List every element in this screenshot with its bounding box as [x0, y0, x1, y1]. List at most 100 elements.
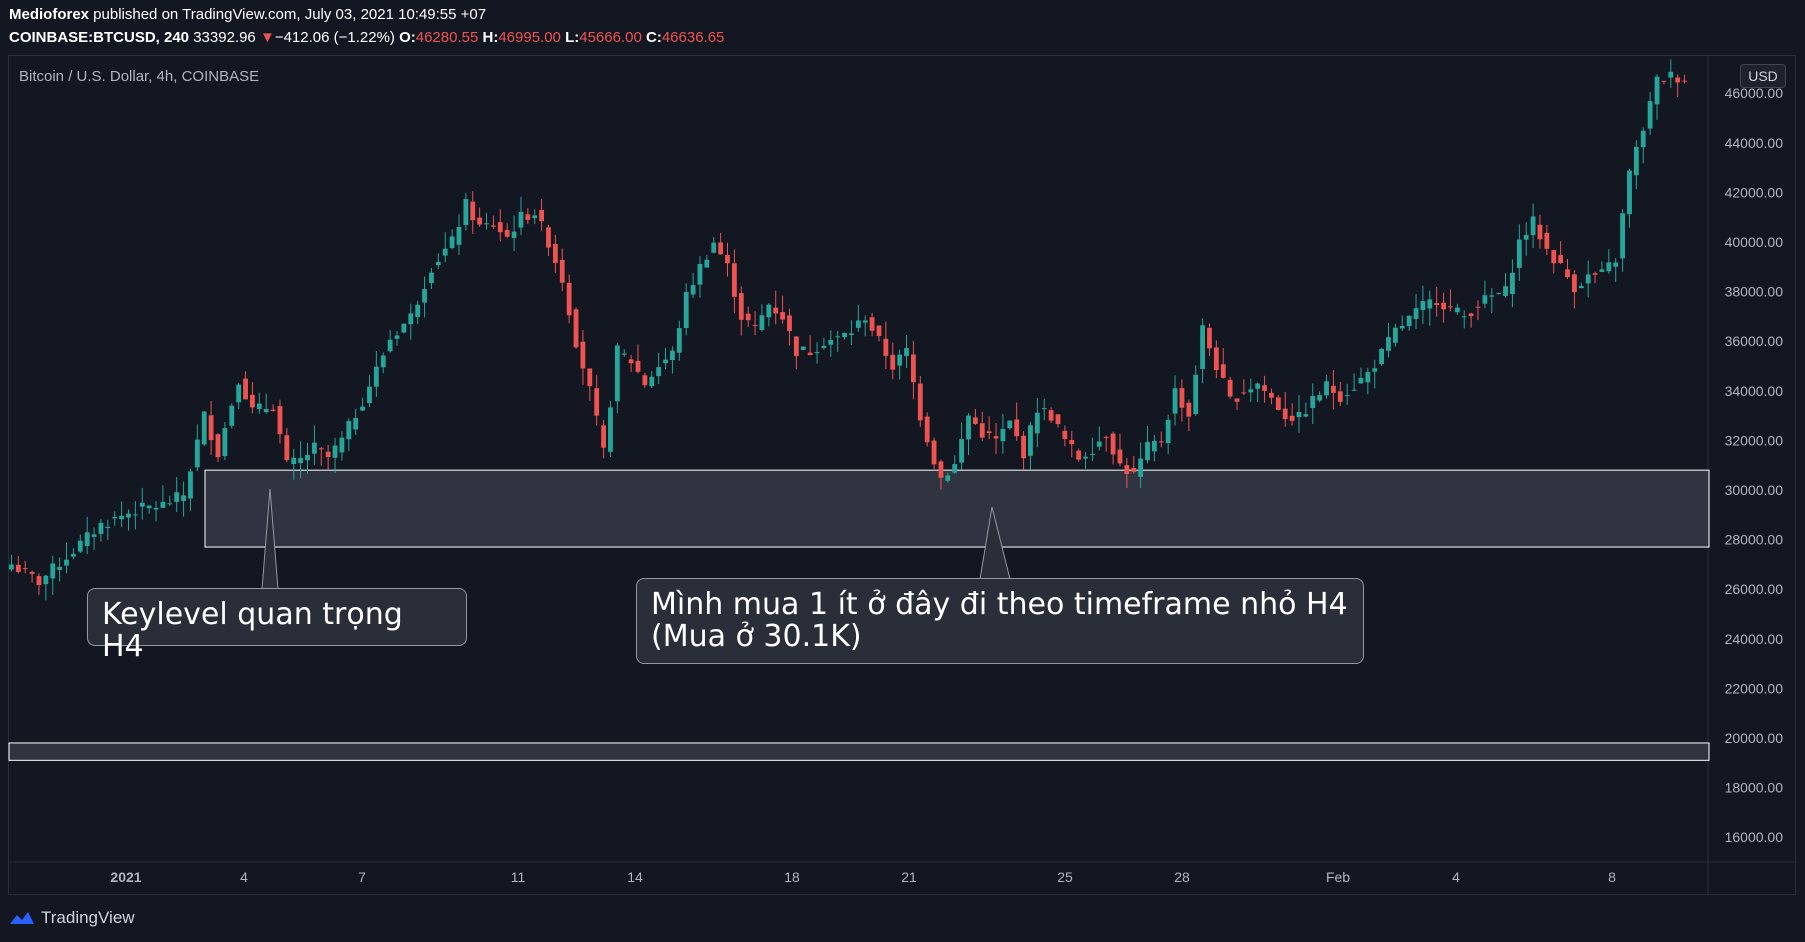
- candle-body: [890, 354, 896, 370]
- candle-body: [849, 333, 854, 335]
- candle: [1372, 359, 1378, 389]
- x-tick-label: Feb: [1326, 869, 1350, 885]
- candle-body: [194, 439, 200, 468]
- currency-button[interactable]: USD: [1740, 64, 1786, 88]
- candle: [1675, 74, 1681, 98]
- tradingview-logo-icon: [10, 912, 34, 924]
- candle: [119, 501, 125, 528]
- candle-body: [71, 553, 76, 557]
- candle: [470, 190, 476, 234]
- candle: [525, 208, 531, 225]
- y-tick-label: 16000.00: [1725, 829, 1784, 845]
- keylevel-callout[interactable]: Keylevel quan trọng H4: [87, 588, 467, 663]
- candle: [380, 352, 386, 374]
- candle: [181, 481, 186, 517]
- candle: [1620, 209, 1625, 272]
- candle: [1613, 257, 1619, 282]
- candle: [1344, 383, 1350, 405]
- candle: [456, 214, 462, 255]
- buy-text-line2: (Mua ở 30.1K): [651, 619, 862, 654]
- candle: [1461, 310, 1467, 329]
- candle: [1324, 375, 1329, 399]
- candle-body: [1427, 299, 1433, 309]
- candle: [1365, 367, 1371, 395]
- candle-body: [484, 223, 489, 225]
- chart-frame[interactable]: [8, 55, 1796, 895]
- candle: [160, 485, 166, 508]
- candle-body: [470, 201, 476, 221]
- candle: [917, 375, 923, 427]
- candle: [855, 304, 861, 332]
- y-tick-label: 20000.00: [1725, 730, 1784, 746]
- candle: [773, 290, 779, 325]
- candle-body: [1186, 402, 1192, 417]
- candle-body: [752, 325, 758, 327]
- candle: [1207, 323, 1212, 357]
- candle: [57, 557, 63, 582]
- candle-body: [1069, 439, 1075, 445]
- candle-body: [835, 336, 841, 338]
- candle-body: [1599, 269, 1605, 272]
- y-tick-label: 26000.00: [1725, 581, 1784, 597]
- candle: [601, 419, 606, 459]
- candle: [91, 527, 97, 551]
- candle: [1117, 433, 1123, 467]
- y-tick-label: 42000.00: [1725, 184, 1784, 200]
- candle: [1172, 375, 1178, 426]
- candle-body: [222, 428, 228, 457]
- candle-body: [36, 576, 42, 586]
- candle-body: [380, 355, 386, 368]
- candle-body: [773, 307, 779, 314]
- buy-callout[interactable]: Mình mua 1 ít ở đây đi theo timeframe nh…: [636, 578, 1364, 664]
- candle: [1337, 382, 1343, 407]
- candle: [1241, 379, 1247, 396]
- candle-body: [608, 407, 613, 452]
- candle: [84, 516, 90, 555]
- price-zones: [8, 469, 1710, 761]
- candle: [1124, 457, 1130, 488]
- candle-body: [1578, 286, 1584, 289]
- candle-body: [1551, 250, 1557, 264]
- candle: [1151, 434, 1157, 462]
- pane-title: Bitcoin / U.S. Dollar, 4h, COINBASE: [19, 68, 260, 85]
- branding[interactable]: TradingView: [9, 908, 135, 928]
- candle: [429, 267, 434, 290]
- candle-body: [1282, 408, 1288, 420]
- candle-body: [1537, 224, 1543, 240]
- candle: [883, 321, 889, 370]
- candle-body: [1317, 395, 1323, 401]
- candle-body: [1324, 381, 1329, 396]
- candle: [1523, 222, 1529, 256]
- candle: [711, 237, 717, 254]
- candle: [194, 424, 200, 472]
- candle-body: [1310, 395, 1316, 409]
- candle-body: [1158, 441, 1164, 443]
- last-price: 33392.96: [193, 29, 256, 46]
- candle: [256, 392, 262, 414]
- candle-body: [1138, 458, 1144, 477]
- quote-bar: COINBASE:BTCUSD, 240 33392.96 ▼−412.06 (…: [9, 29, 724, 46]
- candle: [284, 427, 290, 463]
- candle-body: [904, 348, 909, 357]
- candle: [64, 542, 69, 574]
- candle: [573, 307, 579, 349]
- candle-body: [243, 378, 248, 400]
- candle-body: [1110, 433, 1116, 455]
- candle: [1647, 91, 1653, 135]
- candle-body: [952, 464, 958, 473]
- candle-body: [332, 445, 338, 458]
- candle-body: [1372, 368, 1378, 372]
- candle-body: [1413, 308, 1419, 320]
- candle: [188, 468, 193, 511]
- candle: [993, 423, 999, 455]
- candle-body: [9, 564, 14, 570]
- candle-body: [842, 332, 847, 338]
- candle-body: [993, 436, 999, 439]
- candle: [497, 209, 503, 242]
- candle-body: [318, 448, 324, 450]
- candle-body: [229, 405, 235, 426]
- candle: [532, 209, 538, 225]
- candle-body: [1365, 372, 1371, 383]
- candle-body: [546, 227, 551, 248]
